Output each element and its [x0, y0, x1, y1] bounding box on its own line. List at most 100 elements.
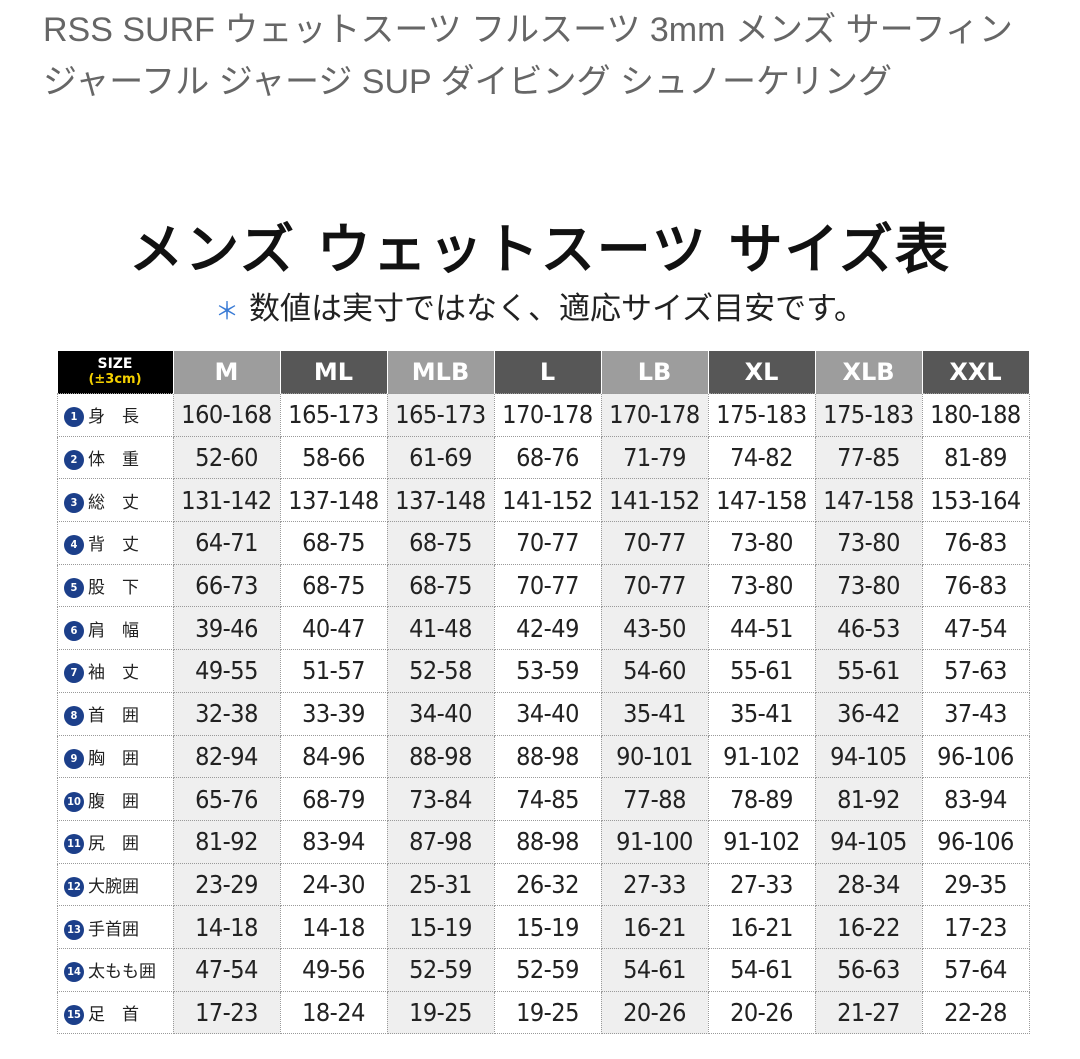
size-cell: 78-89: [707, 777, 816, 821]
size-cell: 47-54: [172, 947, 281, 992]
column-header: MLB: [387, 351, 495, 394]
row-label: 体 重: [88, 450, 139, 471]
size-cell: 51-57: [279, 649, 388, 693]
size-cell: 170-178: [493, 393, 602, 437]
size-cell: 49-55: [172, 649, 281, 693]
size-cell: 22-28: [921, 990, 1030, 1035]
size-cell: 25-31: [386, 862, 495, 907]
row-label: 背 丈: [88, 535, 139, 556]
row-label-cell: 14 太もも囲: [57, 947, 174, 992]
size-cell: 65-76: [172, 777, 281, 821]
size-cell: 83-94: [279, 819, 388, 864]
size-cell: 35-41: [707, 691, 816, 736]
row-label: 胸 囲: [88, 748, 139, 769]
size-cell: 55-61: [814, 649, 923, 693]
size-cell: 32-38: [172, 691, 281, 736]
size-cell: 96-106: [921, 734, 1030, 779]
size-cell: 141-152: [493, 478, 602, 523]
size-cell: 58-66: [279, 435, 388, 480]
size-cell: 16-22: [814, 905, 923, 949]
row-number: 12: [64, 876, 84, 897]
size-cell: 41-48: [386, 606, 495, 651]
row-number: 3: [64, 492, 84, 513]
row-number: 14: [64, 962, 84, 983]
column-header: XLB: [815, 351, 923, 394]
size-cell: 46-53: [814, 606, 923, 651]
row-label: 腹 囲: [88, 791, 139, 812]
size-cell: 57-63: [921, 649, 1030, 693]
size-cell: 49-56: [279, 947, 388, 992]
size-cell: 15-19: [493, 905, 602, 949]
size-cell: 61-69: [386, 435, 495, 480]
row-label-cell: 12 大腕囲: [57, 862, 174, 907]
size-cell: 68-75: [386, 521, 495, 565]
size-cell: 91-102: [707, 734, 816, 779]
row-number: 4: [64, 535, 84, 556]
size-cell: 70-77: [600, 563, 709, 608]
size-cell: 47-54: [921, 606, 1030, 651]
size-cell: 29-35: [921, 862, 1030, 907]
size-cell: 54-61: [600, 947, 709, 992]
size-cell: 94-105: [814, 734, 923, 779]
size-cell: 137-148: [386, 478, 495, 523]
table-row: 11 尻 囲 81-92 83-94 87-98 88-98 91-100 91-102 94-…: [57, 819, 1030, 864]
size-cell: 68-75: [279, 563, 388, 608]
table-row: 12 大腕囲 23-29 24-30 25-31 26-32 27-33 27-33 28-34…: [57, 862, 1030, 907]
size-cell: 20-26: [600, 990, 709, 1035]
size-sub: (±3cm): [88, 372, 142, 387]
size-cell: 16-21: [600, 905, 709, 949]
size-cell: 153-164: [921, 478, 1030, 523]
column-header: XXL: [922, 351, 1030, 394]
size-cell: 57-64: [921, 947, 1030, 992]
column-header: LB: [601, 351, 709, 394]
size-cell: 17-23: [172, 990, 281, 1035]
size-cell: 14-18: [279, 905, 388, 949]
size-cell: 14-18: [172, 905, 281, 949]
size-cell: 141-152: [600, 478, 709, 523]
size-cell: 68-75: [386, 563, 495, 608]
row-label: 身 長: [88, 407, 139, 428]
size-cell: 28-34: [814, 862, 923, 907]
size-cell: 18-24: [279, 990, 388, 1035]
row-number: 10: [64, 791, 84, 812]
table-row: 10 腹 囲 65-76 68-79 73-84 74-85 77-88 78-89 81-92…: [57, 777, 1030, 821]
size-cell: 74-82: [707, 435, 816, 480]
column-header: M: [173, 351, 281, 394]
size-cell: 19-25: [493, 990, 602, 1035]
size-cell: 131-142: [172, 478, 281, 523]
row-label: 大腕囲: [88, 876, 139, 897]
size-cell: 54-60: [600, 649, 709, 693]
size-cell: 35-41: [600, 691, 709, 736]
size-cell: 165-173: [279, 393, 388, 437]
size-cell: 68-79: [279, 777, 388, 821]
size-cell: 76-83: [921, 521, 1030, 565]
row-label: 尻 囲: [88, 834, 139, 855]
size-cell: 52-59: [386, 947, 495, 992]
row-number: 13: [64, 919, 84, 940]
row-number: 11: [64, 834, 84, 855]
size-cell: 37-43: [921, 691, 1030, 736]
size-cell: 40-47: [279, 606, 388, 651]
size-cell: 73-84: [386, 777, 495, 821]
size-cell: 160-168: [172, 393, 281, 437]
column-header: XL: [708, 351, 816, 394]
row-label: 袖 丈: [88, 663, 139, 684]
size-cell: 73-80: [707, 521, 816, 565]
row-label: 総 丈: [88, 492, 139, 513]
size-cell: 147-158: [707, 478, 816, 523]
size-cell: 84-96: [279, 734, 388, 779]
row-label: 手首囲: [88, 919, 139, 940]
size-cell: 83-94: [921, 777, 1030, 821]
row-label: 股 下: [88, 578, 139, 599]
row-number: 1: [64, 407, 84, 428]
size-cell: 17-23: [921, 905, 1030, 949]
